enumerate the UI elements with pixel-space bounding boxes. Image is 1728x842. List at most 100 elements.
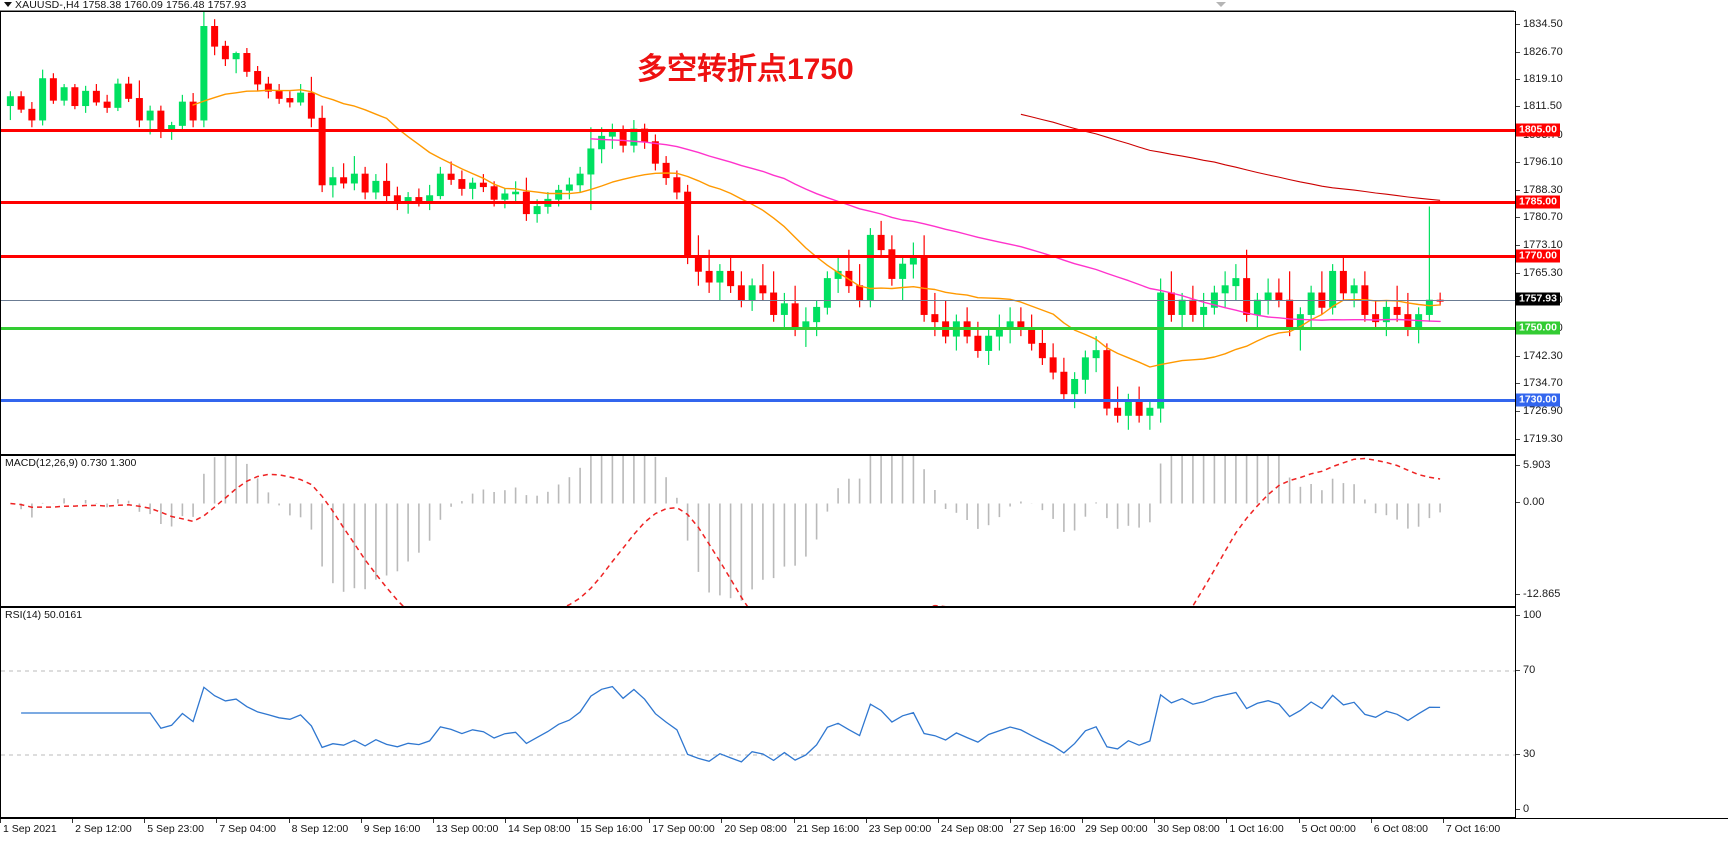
time-axis-label-19: 6 Oct 08:00 xyxy=(1373,823,1428,835)
price-tick xyxy=(1516,438,1520,440)
rsi-tick-label-1: 70 xyxy=(1523,664,1536,676)
time-axis-label-15: 29 Sep 00:00 xyxy=(1085,823,1148,835)
time-tick xyxy=(1154,819,1156,823)
time-tick xyxy=(360,819,362,823)
time-axis-label-6: 13 Sep 00:00 xyxy=(435,823,499,835)
time-tick xyxy=(649,819,651,823)
price-tick-label-12: 1742.30 xyxy=(1523,349,1563,362)
price-tick-label-8: 1773.10 xyxy=(1523,238,1563,251)
price-tick xyxy=(1516,79,1520,81)
price-chip-1785-00[interactable]: 1785.00 xyxy=(1516,195,1560,209)
chevron-down-icon[interactable] xyxy=(4,2,12,7)
macd-signal-line xyxy=(10,457,1441,606)
time-axis-label-9: 17 Sep 00:00 xyxy=(652,823,715,835)
price-scale-axis xyxy=(1515,11,1516,455)
rsi-scale[interactable]: 100 70 30 0 xyxy=(1515,607,1728,818)
symbol-quote-text: XAUUSD-,H4 1758.38 1760.09 1756.48 1757.… xyxy=(15,0,247,11)
price-tick xyxy=(1516,355,1520,357)
time-axis-label-1: 2 Sep 12:00 xyxy=(75,823,132,835)
price-tick xyxy=(1516,272,1520,274)
time-axis-label-14: 27 Sep 16:00 xyxy=(1013,823,1076,835)
price-tick-label-14: 1726.90 xyxy=(1523,405,1563,418)
level-line-last-price-1757[interactable] xyxy=(1,299,1516,301)
time-tick xyxy=(72,819,74,823)
level-line-resistance-1770[interactable] xyxy=(1,255,1516,259)
rsi-tick xyxy=(1516,670,1520,671)
time-tick xyxy=(1226,819,1228,823)
time-axis-label-0: 1 Sep 2021 xyxy=(3,823,57,835)
price-pane[interactable]: 多空转折点1750 xyxy=(0,11,1516,455)
macd-tick-label-2: -12.865 xyxy=(1523,588,1561,600)
rsi-tick-label-3: 0 xyxy=(1523,803,1530,815)
macd-histogram xyxy=(20,456,1441,601)
macd-indicator-label: MACD(12,26,9) 0.730 1.300 xyxy=(5,457,137,469)
price-tick-label-6: 1788.30 xyxy=(1523,184,1563,196)
rsi-scale-axis xyxy=(1515,607,1516,818)
quote-toolbar-inner xyxy=(0,0,1514,11)
price-tick xyxy=(1516,217,1520,219)
price-chip-1757-93[interactable]: 1757.93 xyxy=(1516,292,1560,306)
time-tick xyxy=(505,819,506,823)
price-tick-label-9: 1765.30 xyxy=(1523,266,1563,279)
time-scale[interactable]: 1 Sep 2021 2 Sep 12:00 5 Sep 23:00 7 Sep 04… xyxy=(0,818,1728,842)
time-tick xyxy=(288,819,290,823)
rsi-plot xyxy=(1,670,1515,763)
time-tick xyxy=(216,819,218,823)
macd-tick-label-1: 0.00 xyxy=(1523,496,1545,509)
rsi-pane-canvas xyxy=(1,608,1515,817)
time-axis-label-8: 15 Sep 16:00 xyxy=(580,823,643,835)
price-tick-label-3: 1811.50 xyxy=(1523,100,1562,113)
macd-pane-canvas xyxy=(1,456,1515,606)
time-tick xyxy=(865,819,867,823)
price-tick xyxy=(1516,161,1520,163)
level-line-resistance-1805[interactable] xyxy=(1,129,1516,133)
time-axis-label-2: 5 Sep 23:00 xyxy=(147,823,204,835)
time-tick xyxy=(1082,819,1084,823)
price-chip-1730-00[interactable]: 1730.00 xyxy=(1516,393,1560,407)
macd-tick xyxy=(1516,594,1520,595)
rsi-tick-label-0: 100 xyxy=(1523,609,1542,621)
time-axis-label-17: 1 Oct 16:00 xyxy=(1229,823,1284,835)
time-axis-label-11: 21 Sep 16:00 xyxy=(796,823,860,835)
macd-tick xyxy=(1516,465,1520,466)
level-line-resistance-1785[interactable] xyxy=(1,201,1516,205)
price-chip-1750-00[interactable]: 1750.00 xyxy=(1516,321,1560,335)
time-axis-label-3: 7 Sep 04:00 xyxy=(219,823,277,835)
rsi-pane[interactable]: RSI(14) 50.0161 xyxy=(0,607,1515,818)
time-tick xyxy=(1010,819,1011,823)
time-tick xyxy=(1442,819,1444,823)
time-axis-label-20: 7 Oct 16:00 xyxy=(1445,823,1501,835)
time-tick xyxy=(577,819,579,823)
price-tick xyxy=(1516,244,1520,246)
time-tick xyxy=(1298,819,1300,823)
price-scale[interactable]: 1834.501826.701819.101811.501803.701796.… xyxy=(1515,11,1728,455)
ma-darkred-line xyxy=(1020,113,1441,201)
price-tick-label-0: 1834.50 xyxy=(1523,17,1563,30)
macd-scale-axis xyxy=(1515,455,1516,607)
price-tick xyxy=(1516,51,1520,53)
rsi-tick xyxy=(1516,809,1520,810)
macd-plot xyxy=(10,456,1441,606)
macd-scale[interactable]: 5.903 0.00 -12.865 xyxy=(1515,455,1728,607)
macd-tick-label-0: 5.903 xyxy=(1523,459,1551,471)
level-line-support-1730[interactable] xyxy=(1,399,1516,403)
ma-magenta-line xyxy=(590,138,1441,323)
macd-pane[interactable]: MACD(12,26,9) 0.730 1.300 xyxy=(0,455,1515,607)
price-tick-label-5: 1796.10 xyxy=(1523,155,1563,168)
price-tick-label-15: 1719.30 xyxy=(1523,432,1563,445)
price-tick-label-2: 1819.10 xyxy=(1523,73,1563,86)
price-tick-label-13: 1734.70 xyxy=(1523,377,1563,389)
time-tick xyxy=(937,819,939,823)
level-line-support-1750[interactable] xyxy=(1,327,1516,331)
price-chip-1805-00[interactable]: 1805.00 xyxy=(1516,123,1560,137)
pane-collapse-handle-icon[interactable] xyxy=(1216,2,1226,7)
symbol-quote-line[interactable]: XAUUSD-,H4 1758.38 1760.09 1756.48 1757.… xyxy=(4,0,246,11)
time-tick xyxy=(1370,819,1372,823)
time-tick xyxy=(721,819,723,823)
time-axis-label-18: 5 Oct 00:00 xyxy=(1301,823,1356,835)
price-tick xyxy=(1516,411,1520,413)
price-chip-1770-00[interactable]: 1770.00 xyxy=(1516,249,1560,263)
time-tick xyxy=(432,819,434,823)
time-axis-label-16: 30 Sep 08:00 xyxy=(1157,823,1220,835)
